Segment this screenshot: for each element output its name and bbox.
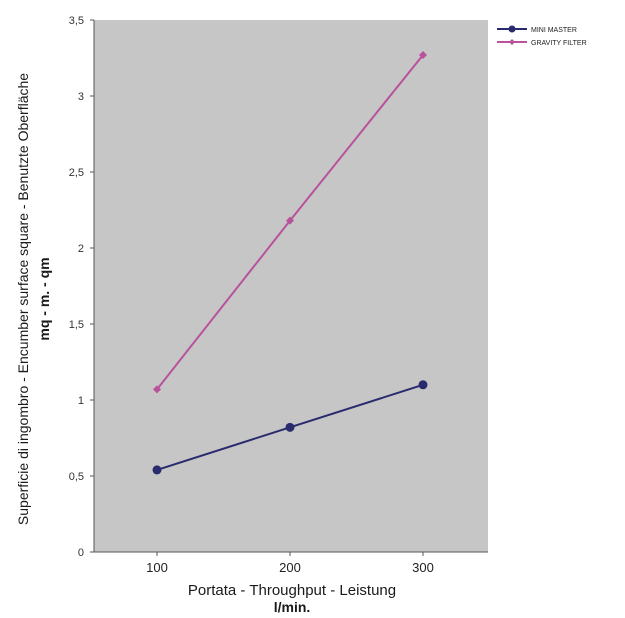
- legend-marker-dot-mini-master: [508, 25, 516, 33]
- y-axis: 0 0,5 1 1,5 2 2,5 3 3,5: [69, 15, 95, 559]
- series-layer: [152, 50, 428, 475]
- y-tick-label: 0: [78, 547, 84, 559]
- data-point: [153, 385, 161, 394]
- data-point: [419, 50, 427, 59]
- x-axis-unit: l/min.: [274, 599, 311, 615]
- y-tick-label: 1,5: [69, 319, 84, 331]
- y-tick-label: 0,5: [69, 471, 84, 483]
- y-tick-label: 1: [78, 395, 84, 407]
- legend-marker-diamond-gravity-filter: [509, 39, 515, 45]
- plot-area: [94, 20, 488, 552]
- x-axis-title: Portata - Throughput - Leistung: [188, 582, 396, 599]
- y-tick-label: 3,5: [69, 15, 84, 27]
- y-tick-label: 2: [78, 243, 84, 255]
- x-tick-label: 300: [412, 560, 434, 575]
- legend-label-gravity-filter: GRAVITY FILTER: [531, 40, 587, 47]
- data-point: [152, 465, 162, 475]
- series-mini-master: [152, 380, 428, 475]
- legend: MINI MASTER GRAVITY FILTER: [497, 25, 587, 47]
- data-point: [418, 380, 428, 390]
- x-tick-label: 200: [279, 560, 301, 575]
- legend-label-mini-master: MINI MASTER: [531, 27, 577, 34]
- y-axis-title: Superficie di ingombro - Encumber surfac…: [15, 73, 31, 525]
- data-point: [285, 422, 295, 432]
- y-axis-unit: mq - m. - qm: [36, 257, 52, 340]
- x-axis: 100 200 300: [94, 551, 488, 575]
- y-tick-label: 3: [78, 91, 84, 103]
- y-tick-label: 2,5: [69, 167, 84, 179]
- data-point: [286, 216, 294, 225]
- x-tick-label: 100: [146, 560, 168, 575]
- series-gravity-filter: [153, 50, 427, 394]
